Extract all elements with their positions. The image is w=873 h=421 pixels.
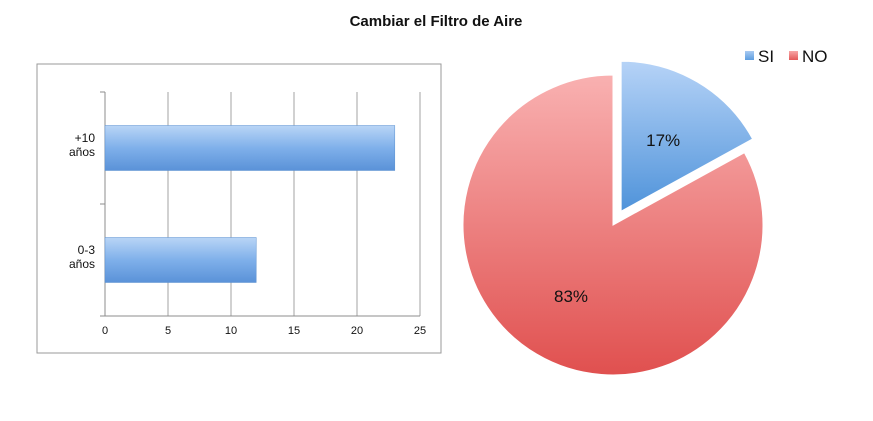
y-category-label: +10 años (69, 131, 95, 159)
legend-swatch (789, 51, 798, 60)
bar (104, 237, 257, 283)
bar-series (104, 125, 396, 283)
x-tick-label: 0 (102, 325, 108, 337)
x-tick-label: 15 (288, 325, 300, 337)
pie-chart: 17% 83% (462, 60, 764, 376)
x-tick-label: 25 (414, 325, 426, 337)
legend-label: NO (802, 47, 828, 66)
x-tick-label: 20 (351, 325, 363, 337)
legend-swatch (745, 51, 754, 60)
pie-data-label: 83% (554, 287, 588, 306)
x-tick-label: 5 (165, 325, 171, 337)
y-category-label: 0-3 años (69, 243, 95, 271)
pie-slice-no (462, 74, 764, 376)
bar-category-labels: 0-3 años +10 años (69, 131, 95, 271)
legend-label: SI (758, 47, 774, 66)
pie-slice-si (620, 60, 754, 213)
pie-legend: SI NO (745, 47, 828, 66)
bar-chart-frame (36, 63, 442, 354)
bar-tick-labels: 0 5 10 15 20 25 (102, 325, 426, 337)
bar (104, 125, 396, 171)
chart-title: Cambiar el Filtro de Aire (350, 13, 523, 30)
pie-data-label: 17% (646, 131, 680, 150)
x-tick-label: 10 (225, 325, 237, 337)
